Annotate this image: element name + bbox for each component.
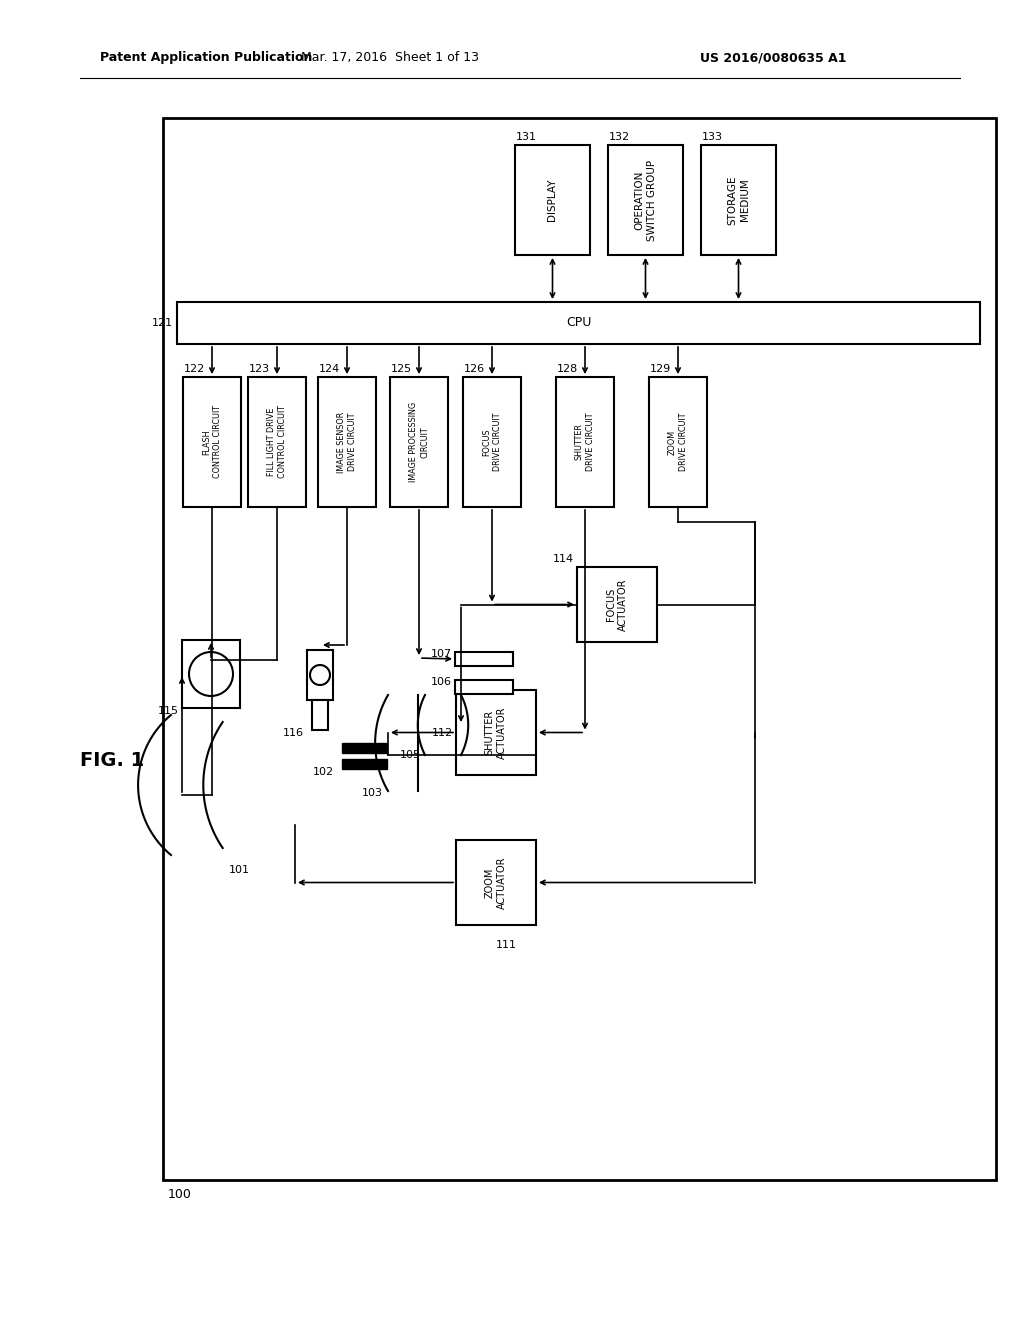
Bar [307, 649, 333, 700]
Text: 105: 105 [400, 750, 421, 760]
Text: 124: 124 [319, 364, 340, 374]
Bar [183, 378, 241, 507]
Bar [456, 840, 536, 925]
Text: 111: 111 [496, 940, 517, 950]
Text: OPERATION
SWITCH GROUP: OPERATION SWITCH GROUP [634, 160, 656, 240]
Bar [463, 378, 521, 507]
Bar [177, 302, 980, 345]
Text: 126: 126 [464, 364, 485, 374]
Text: DISPLAY: DISPLAY [548, 178, 557, 222]
Text: 100: 100 [168, 1188, 191, 1201]
Text: 114: 114 [553, 554, 574, 564]
Bar [163, 117, 996, 1180]
Bar [577, 568, 657, 642]
Text: IMAGE SENSOR
DRIVE CIRCUIT: IMAGE SENSOR DRIVE CIRCUIT [337, 412, 357, 473]
Bar [312, 700, 328, 730]
Bar [182, 640, 240, 708]
Text: Mar. 17, 2016  Sheet 1 of 13: Mar. 17, 2016 Sheet 1 of 13 [301, 51, 479, 65]
Text: 116: 116 [283, 729, 304, 738]
Text: 107: 107 [431, 649, 452, 659]
Text: 129: 129 [650, 364, 672, 374]
Text: FILL LIGHT DRIVE
CONTROL CIRCUIT: FILL LIGHT DRIVE CONTROL CIRCUIT [267, 405, 287, 479]
Text: 102: 102 [313, 767, 334, 777]
Text: 125: 125 [391, 364, 412, 374]
Text: SHUTTER
ACTUATOR: SHUTTER ACTUATOR [484, 706, 507, 759]
Bar [390, 378, 449, 507]
Text: 131: 131 [516, 132, 537, 143]
Bar [456, 690, 536, 775]
Text: FOCUS
ACTUATOR: FOCUS ACTUATOR [606, 578, 628, 631]
Text: IMAGE PROCESSING
CIRCUIT: IMAGE PROCESSING CIRCUIT [409, 401, 429, 482]
Text: ZOOM
ACTUATOR: ZOOM ACTUATOR [484, 857, 507, 908]
Bar [248, 378, 306, 507]
Text: 132: 132 [609, 132, 630, 143]
Text: FIG. 1: FIG. 1 [80, 751, 144, 770]
Bar [342, 759, 387, 770]
Text: 112: 112 [432, 727, 453, 738]
Text: 133: 133 [702, 132, 723, 143]
Bar [318, 378, 376, 507]
Text: US 2016/0080635 A1: US 2016/0080635 A1 [700, 51, 847, 65]
Text: 106: 106 [431, 677, 452, 686]
Text: 128: 128 [557, 364, 579, 374]
Bar [649, 378, 707, 507]
Text: FOCUS
DRIVE CIRCUIT: FOCUS DRIVE CIRCUIT [482, 413, 502, 471]
Text: FLASH
CONTROL CIRCUIT: FLASH CONTROL CIRCUIT [202, 405, 222, 479]
Bar [556, 378, 614, 507]
Bar [701, 145, 776, 255]
Text: 121: 121 [152, 318, 173, 327]
Text: Patent Application Publication: Patent Application Publication [100, 51, 312, 65]
Text: 122: 122 [184, 364, 205, 374]
Text: ZOOM
DRIVE CIRCUIT: ZOOM DRIVE CIRCUIT [668, 413, 688, 471]
Bar [515, 145, 590, 255]
Text: 123: 123 [249, 364, 270, 374]
Bar [455, 652, 513, 667]
Text: 101: 101 [229, 865, 250, 875]
Text: SHUTTER
DRIVE CIRCUIT: SHUTTER DRIVE CIRCUIT [574, 413, 595, 471]
Text: STORAGE
MEDIUM: STORAGE MEDIUM [727, 176, 750, 224]
Bar [455, 680, 513, 694]
Text: 103: 103 [362, 788, 383, 799]
Bar [342, 743, 387, 752]
Text: CPU: CPU [566, 317, 591, 330]
Bar [608, 145, 683, 255]
Text: 115: 115 [158, 706, 179, 715]
